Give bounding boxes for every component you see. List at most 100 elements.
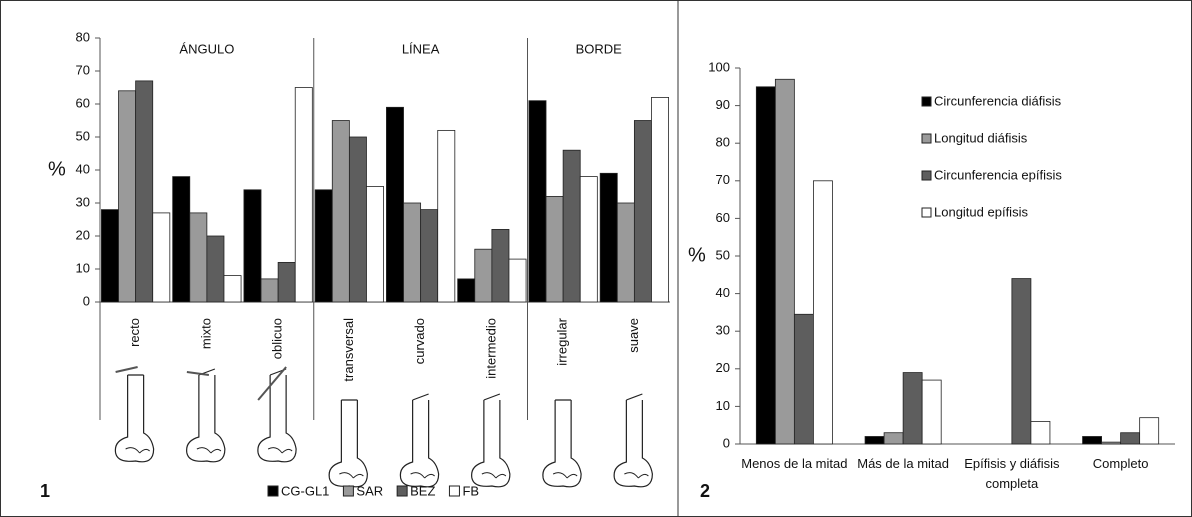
x-tick-label: oblicuo — [270, 318, 285, 359]
y-tick-label: 70 — [716, 172, 730, 187]
y-tick-label: 50 — [76, 128, 90, 143]
bar — [1012, 279, 1031, 444]
bar — [1102, 442, 1121, 444]
bar — [153, 213, 170, 302]
bar — [509, 259, 526, 302]
bar — [173, 177, 190, 302]
y-axis-label: % — [48, 158, 66, 180]
y-tick-label: 60 — [716, 210, 730, 225]
bar — [190, 213, 207, 302]
x-tick-label: recto — [127, 318, 142, 347]
bone-detail — [553, 473, 577, 478]
y-tick-label: 70 — [76, 62, 90, 77]
x-tick-label: mixto — [198, 318, 213, 349]
x-tick-label: Más de la mitad — [848, 454, 958, 474]
bar — [922, 380, 941, 444]
bar — [794, 314, 813, 444]
legend-label: Circunferencia diáfisis — [934, 93, 1062, 108]
bar — [529, 101, 546, 302]
y-axis-label: % — [688, 244, 706, 266]
x-tick-label: Menos de la mitad — [739, 454, 849, 474]
legend-swatch — [922, 97, 931, 106]
bar — [295, 88, 312, 303]
legend-label: BEZ — [410, 483, 435, 498]
legend-swatch — [922, 134, 931, 143]
bar — [332, 121, 349, 303]
bar — [224, 276, 241, 302]
legend-label: Longitud diáfisis — [934, 130, 1028, 145]
y-tick-label: 20 — [76, 227, 90, 242]
bar — [458, 279, 475, 302]
legend-swatch — [922, 171, 931, 180]
y-tick-label: 20 — [716, 360, 730, 375]
bone-sketch — [187, 369, 225, 462]
y-tick-label: 10 — [716, 398, 730, 413]
cut-mark — [258, 367, 286, 400]
bar — [366, 187, 383, 303]
bar — [386, 107, 403, 302]
bar — [278, 262, 295, 302]
bar — [634, 121, 651, 303]
legend-label: Circunferencia epífisis — [934, 167, 1062, 182]
bar — [903, 373, 922, 444]
bar — [349, 137, 366, 302]
bone-detail — [197, 448, 221, 453]
y-tick-label: 80 — [716, 135, 730, 150]
x-tick-label: Epífisis y diáfisis completa — [957, 454, 1067, 494]
y-tick-label: 60 — [76, 95, 90, 110]
bar — [1083, 436, 1102, 444]
bar — [404, 203, 421, 302]
x-tick-label: irregular — [555, 317, 570, 365]
bar — [600, 173, 617, 302]
bar — [244, 190, 261, 302]
bar — [617, 203, 634, 302]
legend-label: CG-GL1 — [281, 483, 329, 498]
bone-sketch — [258, 369, 296, 462]
bone-detail — [339, 473, 363, 478]
legend-label: FB — [462, 483, 479, 498]
y-tick-label: 50 — [716, 247, 730, 262]
y-tick-label: 10 — [76, 260, 90, 275]
y-tick-label: 30 — [76, 194, 90, 209]
bar — [438, 130, 455, 302]
x-tick-label: transversal — [341, 318, 356, 382]
y-tick-label: 100 — [708, 59, 730, 74]
bar — [884, 433, 903, 444]
bone-detail — [411, 473, 435, 478]
x-tick-label: curvado — [412, 318, 427, 364]
panel-label: 1 — [40, 481, 50, 501]
bar — [101, 210, 118, 302]
bar — [651, 97, 668, 302]
y-tick-label: 90 — [716, 97, 730, 112]
group-label: ÁNGULO — [179, 41, 234, 56]
group-label: LÍNEA — [402, 41, 440, 56]
x-tick-label: suave — [626, 318, 641, 353]
bar — [563, 150, 580, 302]
x-tick-label: intermedio — [483, 318, 498, 379]
bar — [775, 79, 794, 444]
bar — [1140, 418, 1159, 444]
y-tick-label: 40 — [716, 285, 730, 300]
bar — [119, 91, 136, 302]
y-tick-label: 30 — [716, 323, 730, 338]
y-tick-label: 80 — [76, 29, 90, 44]
bar — [756, 87, 775, 444]
bar — [136, 81, 153, 302]
bone-detail — [482, 473, 506, 478]
legend-swatch — [922, 208, 931, 217]
bar — [580, 177, 597, 302]
legend-swatch — [397, 486, 407, 496]
bar — [315, 190, 332, 302]
panel-label: 2 — [700, 481, 710, 501]
cut-mark — [116, 367, 138, 372]
bar — [865, 436, 884, 444]
legend-swatch — [449, 486, 459, 496]
bone-detail — [268, 448, 292, 453]
bone-detail — [126, 448, 150, 453]
bar — [546, 196, 563, 302]
legend-swatch — [268, 486, 278, 496]
bone-detail — [624, 473, 648, 478]
x-tick-label: Completo — [1066, 454, 1176, 474]
legend-swatch — [343, 486, 353, 496]
bar — [813, 181, 832, 444]
